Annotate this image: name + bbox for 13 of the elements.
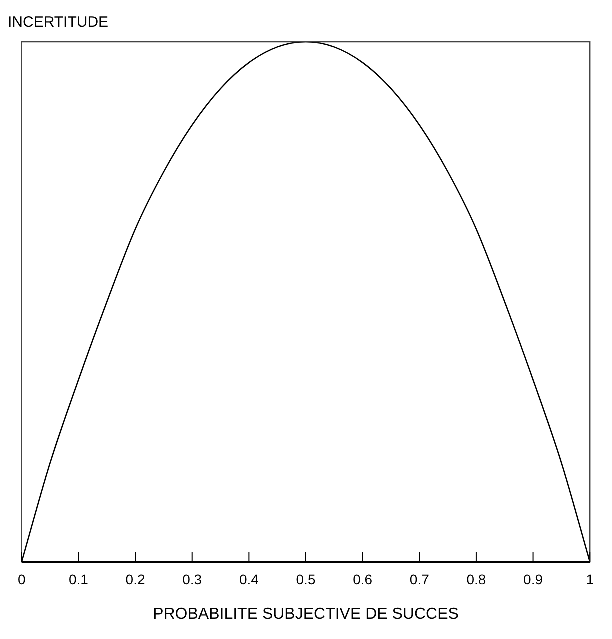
x-tick-label: 0.4 xyxy=(239,571,260,588)
x-tick-label: 1 xyxy=(586,571,594,588)
x-axis-title: PROBABILITE SUBJECTIVE DE SUCCES xyxy=(153,606,459,623)
x-tick-label: 0.8 xyxy=(466,571,486,588)
x-tick-label: 0.3 xyxy=(182,571,202,588)
x-tick-label: 0 xyxy=(18,571,26,588)
x-tick-label: 0.1 xyxy=(68,571,89,588)
x-tick-label: 0.5 xyxy=(296,571,316,588)
x-tick-label: 0.7 xyxy=(410,571,430,588)
x-tick-label: 0.6 xyxy=(353,571,373,588)
x-tick-label: 0.9 xyxy=(524,571,544,588)
y-axis-title: INCERTITUDE xyxy=(8,13,110,33)
x-tick-label: 0.2 xyxy=(126,571,146,588)
